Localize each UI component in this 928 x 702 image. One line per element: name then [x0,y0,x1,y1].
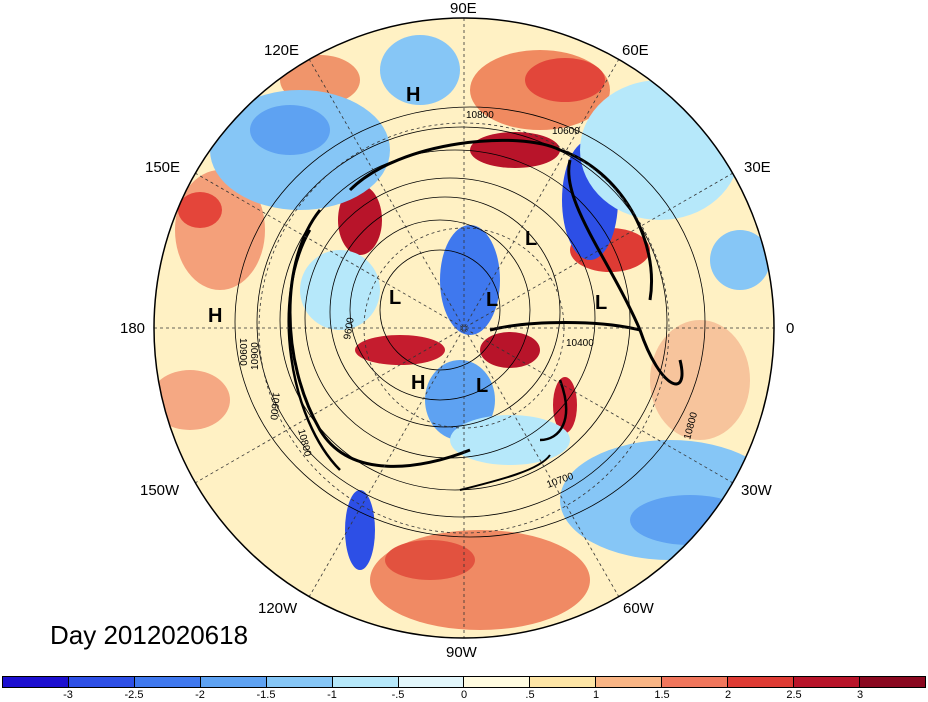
lon-label-60w: 60W [623,600,654,617]
colorbar-box [859,677,925,687]
colorbar-box [68,677,135,687]
contour-label: 10400 [566,338,594,349]
high-pacific: H [208,305,222,327]
colorbar-tick-label: 1 [592,689,600,701]
colorbar-tick-label: 3 [856,689,864,701]
colorbar-box [530,677,597,687]
contour-label: 10900 [250,342,261,370]
date-title: Day 2012020618 [50,620,249,650]
low-greenland: L [476,375,488,397]
colorbar-box [728,677,795,687]
lon-label-90e: 90E [450,0,477,17]
lon-label-30e: 30E [744,159,771,176]
colorbar-box [464,677,531,687]
colorbar-tick-label: -.5 [391,689,405,701]
lon-label-120w: 120W [258,600,298,617]
colorbar [2,676,926,688]
low-arctic-east: L [486,289,498,311]
colorbar-tick-label: -1 [327,689,337,701]
colorbar-tick-label: 0 [460,689,468,701]
colorbar-box [3,677,69,687]
lon-label-90w: 90W [446,644,477,661]
polar-stereographic-map: H H H L L L L L 10800 10600 9600 10900 1… [153,17,775,639]
colorbar-box [662,677,729,687]
lon-label-120e: 120E [264,42,300,59]
colorbar-box [266,677,333,687]
colorbar-tick-label: -3 [63,689,73,701]
contour-label: 9600 [342,316,357,340]
height-contours [234,106,706,538]
contour-label: 10800 [466,110,494,121]
colorbar-box [794,677,860,687]
colorbar-tick-label: 1.5 [654,689,670,701]
colorbar-box [134,677,201,687]
colorbar-box [596,677,663,687]
low-barents: L [525,228,537,250]
low-arctic-center: L [389,287,401,309]
colorbar-tick-label: 2 [724,689,732,701]
colorbar-tick-label: -1.5 [256,689,276,701]
map-boundary [153,17,775,639]
lon-label-60e: 60E [622,42,649,59]
colorbar-box [398,677,465,687]
lon-label-0: 0 [786,320,795,337]
colorbar-tick-label: -2.5 [124,689,144,701]
high-canada: H [411,372,425,394]
lon-label-150w: 150W [140,482,180,499]
low-scandinavia: L [595,292,607,314]
contour-label: 10600 [268,392,281,421]
lon-label-150e: 150E [145,159,181,176]
high-siberia: H [406,84,420,106]
contour-label: 10600 [552,126,580,137]
colorbar-tick-label: 2.5 [786,689,802,701]
lon-label-30w: 30W [741,482,772,499]
colorbar-tick-label: .5 [525,689,535,701]
pressure-labels: H H H L L L L L [208,84,607,397]
contour-label: 10900 [237,338,248,366]
lon-label-180: 180 [120,320,146,337]
colorbar-box [200,677,267,687]
colorbar-tick-label: -2 [195,689,205,701]
colorbar-box [332,677,399,687]
graticule [154,18,774,638]
